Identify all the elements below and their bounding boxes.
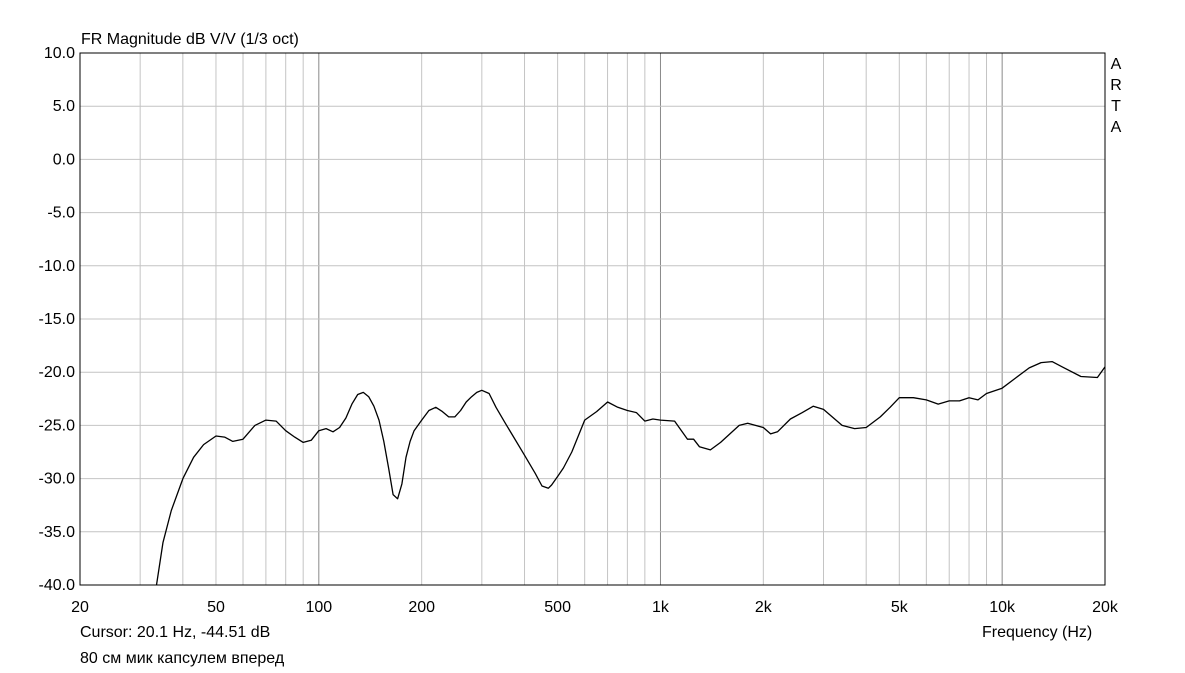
x-tick-label: 2k: [755, 599, 773, 616]
x-tick-labels: 20 50 100 200 500 1k 2k 5k 10k 20k: [71, 599, 1119, 616]
y-tick-label: -15.0: [39, 311, 76, 328]
x-tick-label: 50: [207, 599, 225, 616]
watermark-letter: R: [1110, 77, 1122, 94]
x-tick-label: 20: [71, 599, 89, 616]
measurement-note: 80 см мик капсулем вперед: [80, 650, 285, 667]
y-tick-label: -5.0: [47, 205, 75, 222]
x-tick-label: 500: [544, 599, 571, 616]
y-tick-label: -20.0: [39, 364, 76, 381]
y-tick-label: 10.0: [44, 45, 75, 62]
cursor-readout: Cursor: 20.1 Hz, -44.51 dB: [80, 624, 271, 641]
x-tick-label: 1k: [652, 599, 670, 616]
x-tick-label: 20k: [1092, 599, 1119, 616]
watermark-letter: T: [1111, 98, 1121, 115]
y-tick-label: 5.0: [53, 98, 75, 115]
plot-area-border: [79, 52, 1106, 586]
y-tick-label: -40.0: [39, 577, 76, 594]
watermark-letter: A: [1111, 119, 1122, 136]
series-line-frequency-response: [155, 360, 1106, 586]
grid-lines: [80, 53, 1105, 585]
y-tick-label: -25.0: [39, 417, 76, 434]
x-tick-label: 5k: [891, 599, 909, 616]
x-tick-label: 10k: [989, 599, 1016, 616]
y-tick-labels: 10.0 5.0 0.0 -5.0 -10.0 -15.0 -20.0 -25.0 -30.0 -…: [39, 45, 76, 594]
x-axis-label: Frequency (Hz): [982, 624, 1093, 641]
y-tick-label: -35.0: [39, 524, 76, 541]
y-tick-label: -30.0: [39, 471, 76, 488]
x-tick-label: 100: [305, 599, 332, 616]
y-tick-label: -10.0: [39, 258, 76, 275]
chart-title: FR Magnitude dB V/V (1/3 oct): [81, 31, 299, 48]
y-tick-label: 0.0: [53, 151, 75, 168]
x-tick-label: 200: [408, 599, 435, 616]
watermark-letter: A: [1111, 56, 1122, 73]
